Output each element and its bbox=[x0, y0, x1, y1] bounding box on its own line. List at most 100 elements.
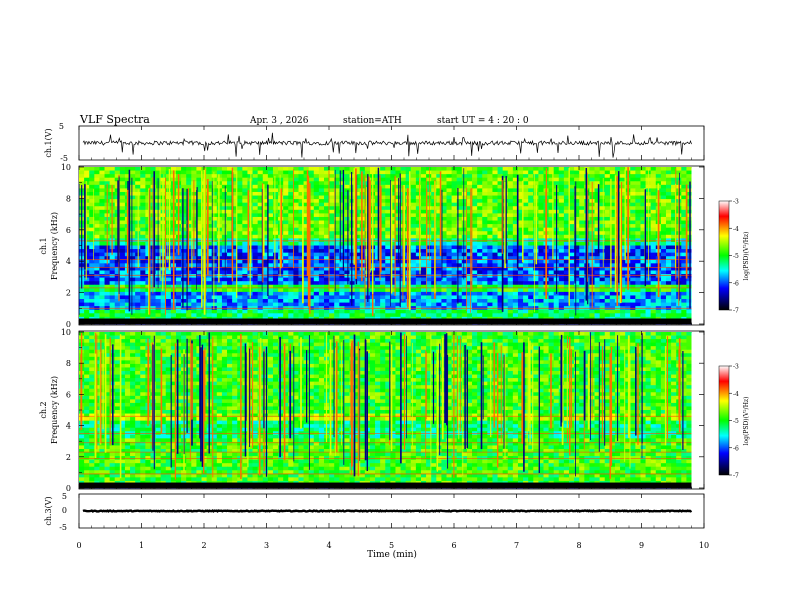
spectrogram-cell bbox=[339, 216, 345, 221]
spectrogram-cell bbox=[293, 241, 299, 246]
spectrogram-cell bbox=[94, 181, 100, 186]
spectrogram-cell bbox=[119, 220, 126, 225]
spectrogram-cell bbox=[211, 281, 218, 286]
spectrogram-cell bbox=[329, 224, 335, 229]
spectrogram-cell bbox=[528, 181, 534, 186]
spectrogram-cell bbox=[227, 216, 233, 221]
spectrogram-cell bbox=[461, 234, 468, 239]
spectrogram-cell bbox=[278, 184, 284, 189]
spectrogram-cell bbox=[354, 288, 361, 293]
spectrogram-cell bbox=[252, 206, 259, 211]
spectrogram-cell bbox=[400, 177, 407, 182]
spectrogram-cell bbox=[364, 302, 371, 307]
spectrogram-cell bbox=[109, 313, 116, 318]
spectrogram-cell bbox=[686, 238, 692, 243]
spectrogram-cell bbox=[293, 174, 299, 179]
spectrogram-cell bbox=[533, 170, 539, 175]
spectrogram-cell bbox=[456, 245, 463, 250]
spectrogram-cell bbox=[354, 170, 361, 175]
spectrogram-cell bbox=[227, 213, 233, 218]
spectrogram-cell bbox=[594, 270, 601, 275]
spectrogram-cell bbox=[645, 281, 652, 286]
spectrogram-cell bbox=[599, 281, 606, 286]
spectrogram-cell bbox=[124, 170, 131, 175]
spectrogram-cell bbox=[599, 209, 606, 214]
spectrogram-cell bbox=[665, 309, 672, 314]
spectrogram-cell bbox=[466, 195, 473, 200]
spectrogram-cell bbox=[686, 174, 692, 179]
spectrogram-cell bbox=[410, 288, 417, 293]
spectrogram-cell bbox=[579, 220, 585, 225]
spectrogram-cell bbox=[512, 227, 519, 232]
spectrogram-cell bbox=[344, 313, 350, 318]
spectrogram-cell bbox=[380, 227, 386, 232]
spectrogram-cell bbox=[288, 252, 294, 257]
spectrogram-cell bbox=[99, 213, 105, 218]
spectrogram-cell bbox=[431, 252, 437, 257]
spectrogram-cell bbox=[349, 167, 356, 171]
spectrogram-cell bbox=[242, 216, 248, 221]
spectrogram-cell bbox=[364, 313, 371, 318]
spectrogram-cell bbox=[436, 209, 442, 214]
spectrogram-cell bbox=[130, 241, 136, 246]
spectrogram-cell bbox=[574, 188, 580, 193]
spectrogram-cell bbox=[140, 191, 146, 196]
spectrogram-cell bbox=[584, 177, 590, 182]
spectrogram-cell bbox=[441, 234, 447, 239]
spectrogram-cell bbox=[257, 184, 264, 189]
spectrogram-cell bbox=[165, 213, 172, 218]
spectrogram-cell bbox=[206, 213, 213, 218]
spectrogram-cell bbox=[558, 231, 565, 236]
spectrogram-cell bbox=[380, 313, 386, 318]
spectrogram-cell bbox=[650, 309, 657, 314]
spectrogram-cell bbox=[579, 252, 585, 257]
spectrogram-cell bbox=[237, 263, 243, 268]
spectrogram-cell bbox=[461, 249, 468, 254]
spectrogram-cell bbox=[431, 213, 437, 218]
spectrogram-cell bbox=[451, 224, 458, 229]
spectrogram-cell bbox=[681, 181, 687, 186]
spectrogram-cell bbox=[461, 199, 468, 204]
spectrogram-cell bbox=[538, 206, 544, 211]
spectrogram-cell bbox=[584, 295, 590, 300]
spectrogram-cell bbox=[635, 209, 641, 214]
spectrogram-cell bbox=[119, 213, 126, 218]
spectrogram-cell bbox=[278, 277, 284, 282]
spectrogram-cell bbox=[482, 249, 488, 254]
spectrogram-cell bbox=[431, 231, 437, 236]
spectrogram-cell bbox=[130, 234, 136, 239]
spectrogram-cell bbox=[517, 199, 524, 204]
spectrogram-cell bbox=[584, 252, 590, 257]
spectrogram-cell bbox=[186, 170, 192, 175]
spectrogram-cell bbox=[89, 263, 95, 268]
spectrogram-cell bbox=[79, 313, 85, 318]
spectrogram-cell bbox=[84, 313, 90, 318]
spectrogram-cell bbox=[288, 220, 294, 225]
spectrogram-cell bbox=[89, 220, 95, 225]
spectrogram-cell bbox=[420, 288, 427, 293]
spectrogram-cell bbox=[242, 220, 248, 225]
spectrogram-cell bbox=[528, 202, 534, 207]
spectrogram-cell bbox=[497, 216, 504, 221]
spectrogram-cell bbox=[308, 199, 315, 204]
spectrogram-cell bbox=[283, 288, 289, 293]
spectrogram-cell bbox=[232, 241, 238, 246]
spectrogram-cell bbox=[410, 277, 417, 282]
spectrogram-cell bbox=[487, 167, 493, 171]
spectrogram-cell bbox=[293, 213, 299, 218]
spectrogram-cell bbox=[283, 177, 289, 182]
spectrogram-cell bbox=[620, 170, 626, 175]
spectrogram-cell bbox=[313, 299, 320, 303]
spectrogram-cell bbox=[686, 241, 692, 246]
spectrogram-cell bbox=[548, 195, 555, 200]
spectrogram-cell bbox=[242, 213, 248, 218]
spectrogram-cell bbox=[221, 277, 228, 282]
spectrogram-cell bbox=[609, 170, 616, 175]
spectrogram-cell bbox=[242, 209, 248, 214]
spectrogram-cell bbox=[211, 263, 218, 268]
spectrogram-cell bbox=[385, 241, 391, 246]
spectrogram-cell bbox=[436, 274, 442, 279]
spectrogram-cell bbox=[160, 206, 167, 211]
spectrogram-cell bbox=[334, 238, 340, 243]
spectrogram-cell bbox=[298, 202, 304, 207]
